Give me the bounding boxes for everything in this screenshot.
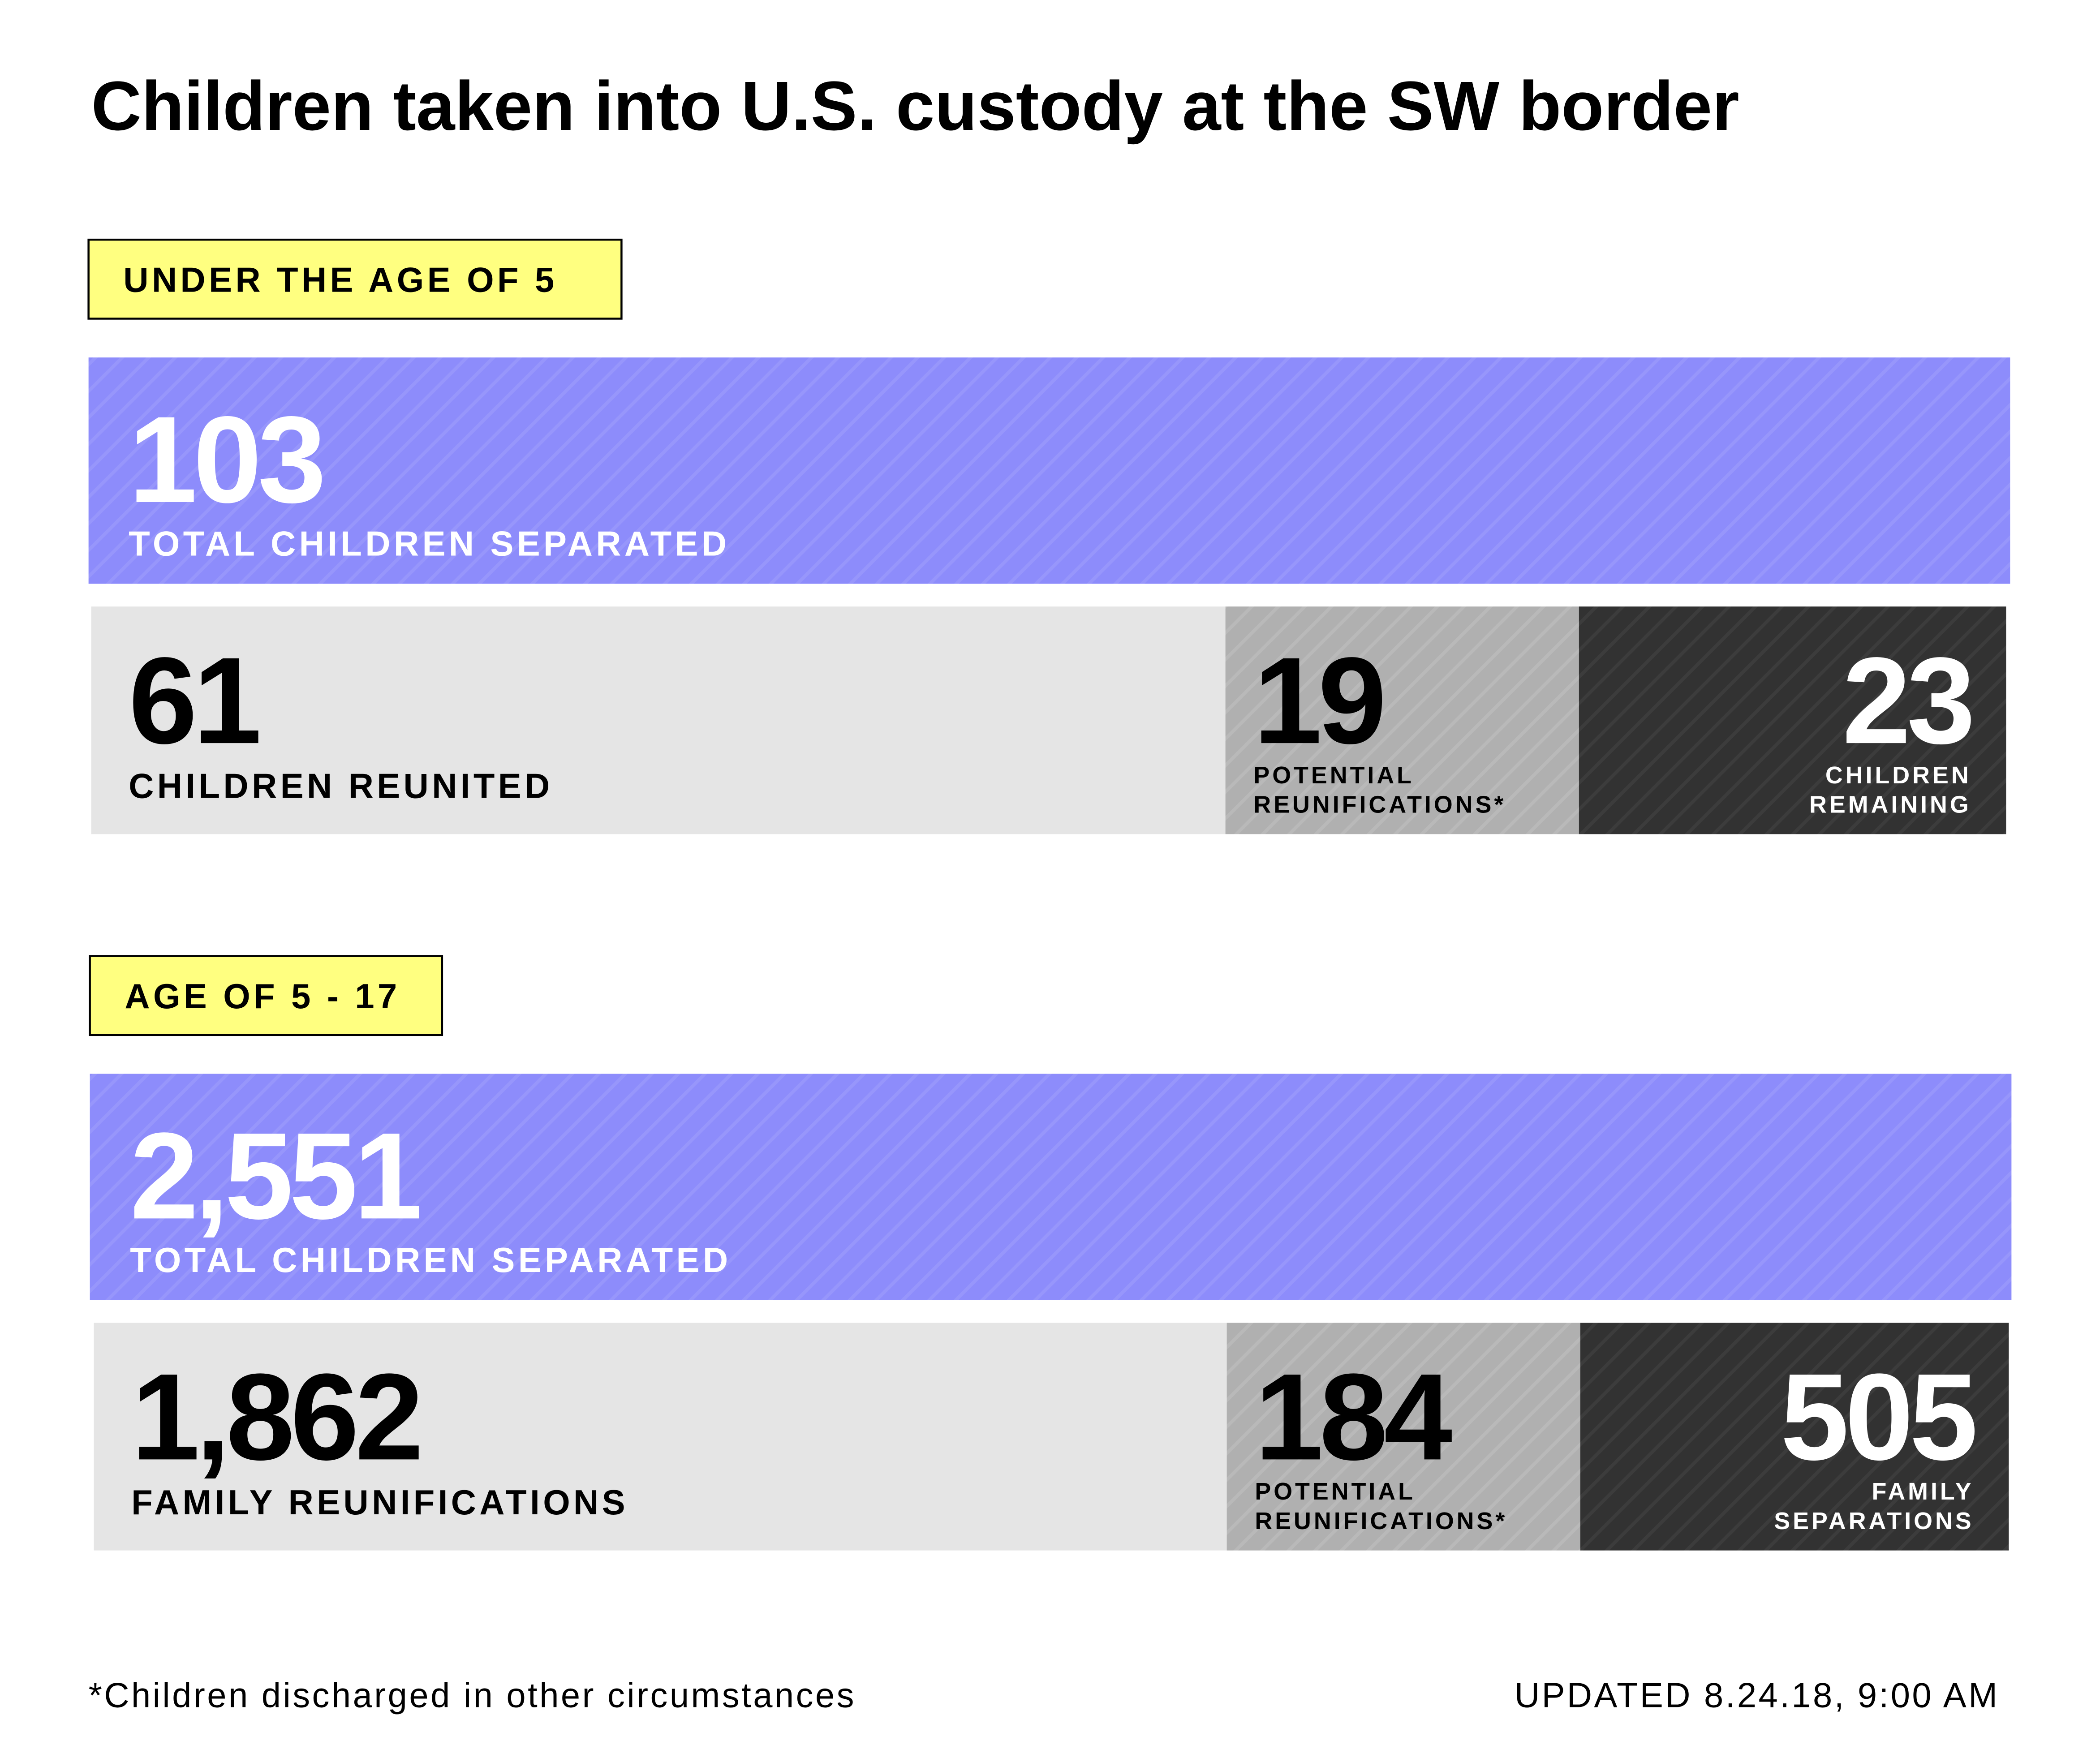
segment-value: 19 (1253, 632, 1383, 769)
title: Children taken into U.S. custody at the … (91, 67, 1739, 145)
segment-label: REUNIFICATIONS* (1255, 1508, 1507, 1534)
segment-value: 1,862 (131, 1348, 421, 1486)
segment (1580, 1323, 2009, 1551)
segment-value: 505 (1781, 1348, 1975, 1486)
section-tag: AGE OF 5 - 17 (125, 977, 400, 1016)
segment-label: CHILDREN REUNITED (129, 767, 553, 806)
total-bar (88, 357, 2010, 584)
segment-label: POTENTIAL (1255, 1478, 1416, 1505)
segment-label: REMAINING (1809, 791, 1971, 818)
segment-label: SEPARATIONS (1774, 1508, 1974, 1534)
segment-label: FAMILY (1872, 1478, 1974, 1505)
segment-label: CHILDREN (1825, 762, 1971, 789)
total-label: TOTAL CHILDREN SEPARATED (129, 525, 730, 563)
segment-value: 184 (1255, 1348, 1453, 1486)
total-label: TOTAL CHILDREN SEPARATED (130, 1241, 731, 1280)
segment (91, 606, 1226, 834)
segment-label: FAMILY REUNIFICATIONS (131, 1483, 628, 1522)
footnote: *Children discharged in other circumstan… (89, 1676, 856, 1715)
segment (1225, 606, 1579, 834)
segment (94, 1323, 1227, 1551)
segment-value: 23 (1842, 632, 1972, 769)
segment-value: 61 (129, 632, 258, 769)
total-value: 2,551 (130, 1107, 419, 1245)
segment (1226, 1323, 1580, 1551)
segment-label: REUNIFICATIONS* (1253, 791, 1506, 818)
updated: UPDATED 8.24.18, 9:00 AM (1515, 1676, 1999, 1715)
total-value: 103 (129, 391, 323, 529)
segment-label: POTENTIAL (1253, 762, 1414, 789)
section-tag-box (89, 955, 443, 1036)
total-bar (90, 1074, 2012, 1300)
section-tag-box (87, 238, 623, 320)
segment (1579, 606, 2006, 834)
section-tag: UNDER THE AGE OF 5 (123, 261, 557, 300)
